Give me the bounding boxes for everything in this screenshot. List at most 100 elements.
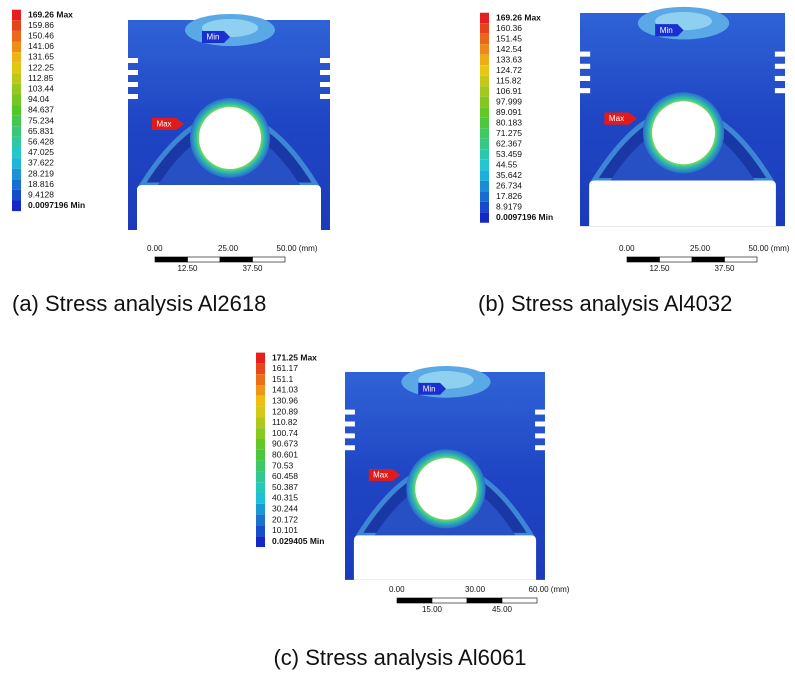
legend-label: 100.74 (272, 428, 298, 438)
caption: (b) Stress analysis Al4032 (478, 291, 732, 316)
legend-swatch (480, 149, 489, 160)
legend-label: 70.53 (272, 460, 294, 470)
panel: 171.25 Max161.17151.1141.03130.96120.891… (256, 352, 570, 670)
legend-label: 0.0097196 Min (28, 200, 85, 210)
legend-swatch (256, 515, 265, 526)
legend-label: 80.183 (496, 117, 522, 127)
scale-segment (692, 257, 725, 262)
skirt-cutout (354, 535, 536, 580)
legend-swatch (256, 493, 265, 504)
scale-label: 50.00 (mm) (749, 244, 790, 253)
legend-label: 160.36 (496, 23, 522, 33)
legend-swatch (480, 212, 489, 223)
ring-groove (535, 422, 545, 427)
ring-groove (320, 58, 330, 63)
ring-groove (580, 64, 590, 69)
legend-label: 35.642 (496, 170, 522, 180)
legend-label: 80.601 (272, 449, 298, 459)
legend-swatch (480, 139, 489, 150)
ring-groove (320, 94, 330, 99)
scale-label: 45.00 (492, 605, 513, 614)
scale-label: 12.50 (649, 264, 670, 273)
legend-swatch (480, 44, 489, 55)
legend-label: 8.9179 (496, 201, 522, 211)
legend-label: 103.44 (28, 83, 54, 93)
legend-label: 53.459 (496, 149, 522, 159)
legend-swatch (480, 118, 489, 129)
ring-groove (320, 70, 330, 75)
stress-contour: Min Max (580, 7, 785, 226)
legend-swatch (12, 148, 21, 159)
scale-segment (188, 257, 221, 262)
scale-label: 15.00 (422, 605, 443, 614)
scale-label: 25.00 (218, 244, 239, 253)
ring-groove (580, 76, 590, 81)
legend-label: 62.367 (496, 138, 522, 148)
ring-groove (345, 445, 355, 450)
legend-label: 18.816 (28, 179, 54, 189)
legend-label: 47.025 (28, 147, 54, 157)
legend-swatch (256, 407, 265, 418)
ring-groove (775, 76, 785, 81)
legend-label: 84.637 (28, 105, 54, 115)
legend-swatch (256, 536, 265, 547)
legend-label: 94.04 (28, 94, 50, 104)
legend-swatch (256, 504, 265, 515)
ring-groove (535, 433, 545, 438)
legend-label: 151.1 (272, 374, 294, 384)
max-tag: Max (609, 114, 624, 123)
legend-label: 141.06 (28, 41, 54, 51)
legend-swatch (480, 23, 489, 34)
ring-groove (128, 82, 138, 87)
legend-label: 28.219 (28, 168, 54, 178)
legend-swatch (12, 116, 21, 127)
legend-label: 150.46 (28, 30, 54, 40)
legend-swatch (480, 86, 489, 97)
legend-swatch (12, 84, 21, 95)
skirt-cutout (137, 185, 321, 230)
scale-label: 30.00 (465, 585, 486, 594)
ring-groove (775, 88, 785, 93)
legend-label: 0.029405 Min (272, 536, 324, 546)
legend-swatch (12, 31, 21, 42)
legend-swatch (480, 76, 489, 87)
legend-swatch (480, 191, 489, 202)
legend-swatch (12, 95, 21, 106)
legend-swatch (256, 374, 265, 385)
legend-swatch (12, 20, 21, 31)
legend-swatch (256, 363, 265, 374)
legend-swatch (480, 34, 489, 45)
legend-swatch (256, 396, 265, 407)
legend-swatch (480, 13, 489, 24)
legend-label: 124.72 (496, 65, 522, 75)
scale-label: 50.00 (mm) (277, 244, 318, 253)
figure: 169.26 Max159.86150.46141.06131.65122.25… (0, 0, 795, 673)
skirt-cutout (589, 180, 776, 226)
legend-swatch (480, 55, 489, 66)
ring-groove (775, 52, 785, 57)
scale-segment (397, 598, 432, 603)
legend-swatch (480, 65, 489, 76)
legend-label: 120.89 (272, 406, 298, 416)
scale-segment (220, 257, 253, 262)
legend-swatch (12, 169, 21, 180)
legend-label: 26.734 (496, 180, 522, 190)
legend-label: 71.275 (496, 128, 522, 138)
ring-groove (345, 422, 355, 427)
legend-swatch (256, 439, 265, 450)
min-tag: Min (660, 26, 673, 35)
legend-swatch (12, 105, 21, 116)
legend-label: 115.82 (496, 75, 522, 85)
legend-label: 142.54 (496, 44, 522, 54)
legend-swatch (256, 461, 265, 472)
ring-groove (345, 433, 355, 438)
legend-swatch (480, 128, 489, 139)
ring-groove (775, 64, 785, 69)
ring-groove (128, 70, 138, 75)
caption: (a) Stress analysis Al2618 (12, 291, 266, 316)
scale-segment (660, 257, 693, 262)
legend-label: 151.45 (496, 33, 522, 43)
legend-label: 112.85 (28, 73, 54, 83)
ring-groove (580, 52, 590, 57)
scale-segment (467, 598, 502, 603)
